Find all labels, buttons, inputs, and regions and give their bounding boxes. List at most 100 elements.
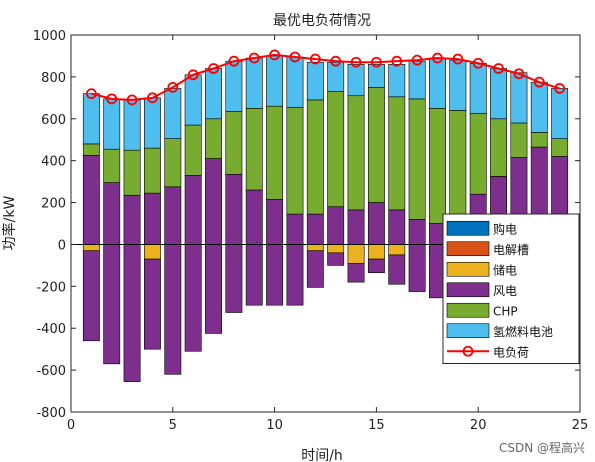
bar-segment [469, 62, 487, 114]
load-point [411, 54, 423, 66]
bar-segment [286, 106, 304, 215]
load-point [248, 52, 260, 64]
bar-segment [388, 254, 406, 285]
bar-segment [184, 175, 202, 245]
legend-swatch [446, 302, 490, 318]
load-point [228, 55, 240, 67]
bar-segment [367, 244, 385, 260]
bar-segment [245, 57, 263, 109]
legend-label: 风电 [493, 284, 517, 298]
x-tick-label: 20 [470, 418, 487, 433]
bar-segment [82, 143, 100, 156]
plot-frame [70, 34, 581, 413]
bar-segment [103, 244, 121, 365]
chart-title: 最优电负荷情况 [273, 13, 371, 29]
y-tick-label: 800 [41, 71, 66, 86]
legend-label: 储电 [493, 262, 517, 277]
bar-segment [266, 105, 284, 200]
watermark: CSDN @程高兴 [498, 441, 585, 455]
y-tick-label: 1000 [33, 29, 66, 44]
bar-segment [530, 81, 548, 133]
load-point [85, 88, 97, 100]
y-axis-label: 功率/kW [1, 196, 18, 251]
x-tick-label: 0 [67, 418, 75, 433]
bar-segment [408, 98, 426, 220]
load-point [289, 51, 301, 63]
bar-segment [266, 55, 284, 107]
bar-segment [530, 132, 548, 148]
bar-segment [306, 250, 324, 288]
y-tick-label: -600 [36, 364, 66, 379]
load-point [391, 55, 403, 67]
y-tick-label: 600 [41, 113, 66, 128]
bar-segment [143, 147, 161, 194]
legend-label: 氢燃料电池 [493, 324, 553, 339]
legend-swatch-marker [462, 345, 474, 357]
x-tick-label: 25 [572, 418, 589, 433]
bar-segment [205, 244, 222, 334]
bar-segment [388, 64, 406, 98]
bar-segment [266, 244, 284, 306]
bar-segment [469, 113, 487, 195]
bar-segment [388, 209, 406, 245]
bar-segment [103, 98, 121, 150]
bar-segment [429, 108, 446, 224]
load-point [432, 52, 443, 64]
bar-segment [490, 68, 508, 120]
bar-segment [429, 57, 446, 109]
x-tick-label: 10 [266, 418, 283, 433]
legend-label: CHP [493, 304, 518, 318]
x-axis-label: 时间/h [301, 448, 343, 462]
bar-segment [327, 244, 345, 254]
bar-segment [347, 244, 365, 264]
bar-segment [164, 244, 182, 375]
load-point [472, 57, 484, 69]
bar-segment [225, 60, 243, 112]
bar-segment [551, 138, 569, 157]
load-point [533, 76, 545, 88]
load-point [167, 81, 179, 93]
bar-segment [408, 60, 426, 100]
load-line-layer [85, 49, 566, 106]
bar-segment [164, 138, 182, 188]
legend-swatch [446, 261, 490, 277]
bar-segment [388, 96, 406, 211]
bar-segment [164, 186, 182, 245]
x-tick-label: 5 [169, 418, 177, 433]
bar-segment [143, 192, 161, 245]
bar-segment [245, 189, 263, 245]
load-point [330, 55, 342, 67]
bar-segment [143, 244, 161, 260]
load-point [208, 63, 219, 74]
bar-segment [367, 87, 385, 203]
bar-segment [306, 244, 324, 252]
bar-segment [490, 118, 508, 177]
bar-segment [408, 244, 426, 292]
load-point [452, 53, 464, 65]
bar-segment [449, 110, 467, 221]
legend-swatch [446, 282, 490, 298]
bar-segment [225, 173, 243, 245]
bar-segment [551, 88, 569, 139]
legend-label: 购电 [493, 221, 517, 236]
bar-segment [123, 244, 141, 382]
bar-segment [347, 209, 365, 245]
bar-segment [82, 250, 100, 342]
y-tick-label: -400 [36, 322, 66, 337]
bar-segment [327, 206, 345, 245]
legend-swatch [446, 241, 490, 257]
y-tick-label: 400 [41, 155, 66, 170]
bar-segment [184, 244, 202, 352]
bar-segment [184, 74, 202, 126]
y-tick-label: -200 [36, 280, 66, 295]
bar-segment [82, 244, 100, 252]
load-point [187, 69, 199, 81]
load-point [309, 53, 321, 65]
bar-segment [225, 111, 243, 175]
bar-segment [286, 244, 304, 306]
x-tick-label: 15 [368, 418, 385, 433]
y-tick-label: 0 [58, 238, 66, 253]
bar-segment [266, 199, 284, 245]
bar-segment [82, 155, 100, 245]
